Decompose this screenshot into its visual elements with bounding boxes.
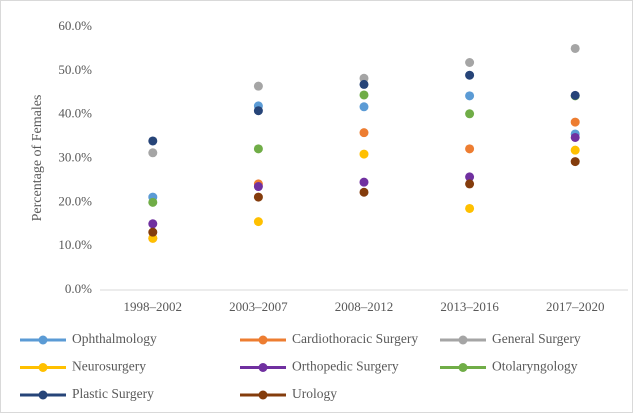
point bbox=[570, 117, 580, 127]
point bbox=[359, 149, 369, 159]
point bbox=[253, 81, 263, 91]
legend-label: Cardiothoracic Surgery bbox=[292, 331, 418, 346]
legend-swatch-marker bbox=[258, 363, 268, 372]
legend-swatch-marker bbox=[458, 335, 468, 345]
y-axis-title: Percentage of Females bbox=[30, 95, 45, 222]
legend: Ophthalmology Cardiothoracic Surgery Gener… bbox=[20, 331, 581, 401]
legend-label: Urology bbox=[292, 386, 337, 401]
x-tick-label: 1998–2002 bbox=[124, 299, 183, 314]
point bbox=[465, 179, 475, 189]
point bbox=[359, 79, 369, 89]
legend-label: Neurosurgery bbox=[72, 359, 146, 374]
point bbox=[148, 136, 158, 146]
y-tick-label: 40.0% bbox=[58, 106, 92, 121]
point bbox=[570, 43, 580, 53]
point bbox=[570, 90, 580, 100]
point bbox=[359, 187, 369, 197]
point bbox=[465, 109, 475, 119]
y-tick-label: 60.0% bbox=[58, 18, 92, 33]
point bbox=[465, 58, 475, 68]
legend-label: Otolaryngology bbox=[492, 359, 578, 374]
legend-swatch-marker bbox=[458, 363, 468, 372]
legend-swatch-marker bbox=[38, 390, 48, 400]
point bbox=[253, 192, 263, 202]
point bbox=[465, 70, 475, 80]
legend-swatch-marker bbox=[258, 335, 268, 345]
point bbox=[359, 90, 369, 100]
point bbox=[359, 128, 369, 138]
legend-swatch-marker bbox=[258, 390, 268, 400]
legend-label: Ophthalmology bbox=[72, 331, 157, 346]
point bbox=[465, 203, 475, 213]
legend-label: General Surgery bbox=[492, 331, 581, 346]
x-tick-label: 2017–2020 bbox=[546, 299, 605, 314]
point bbox=[253, 217, 263, 227]
y-tick-label: 10.0% bbox=[58, 237, 92, 252]
legend-label: Plastic Surgery bbox=[72, 386, 154, 401]
point bbox=[570, 157, 580, 167]
legend-swatch-marker bbox=[38, 335, 48, 345]
point bbox=[253, 182, 263, 192]
point bbox=[465, 172, 475, 182]
y-tick-label: 20.0% bbox=[58, 193, 92, 208]
point bbox=[253, 106, 263, 116]
point bbox=[148, 227, 158, 237]
y-tick-label: 30.0% bbox=[58, 149, 92, 164]
legend-swatch-marker bbox=[38, 363, 48, 372]
legend-label: Orthopedic Surgery bbox=[292, 359, 399, 374]
x-tick-label: 2013–2016 bbox=[440, 299, 499, 314]
point bbox=[148, 219, 158, 229]
point bbox=[359, 177, 369, 187]
point bbox=[570, 145, 580, 155]
point bbox=[465, 144, 475, 154]
x-tick-label: 2008–2012 bbox=[335, 299, 394, 314]
x-tick-label: 2003–2007 bbox=[229, 299, 288, 314]
y-tick-label: 50.0% bbox=[58, 62, 92, 77]
point bbox=[148, 197, 158, 207]
point bbox=[148, 148, 158, 158]
point bbox=[253, 144, 263, 154]
point bbox=[359, 102, 369, 112]
point bbox=[570, 132, 580, 142]
point bbox=[465, 91, 475, 101]
y-tick-label: 0.0% bbox=[65, 281, 92, 296]
